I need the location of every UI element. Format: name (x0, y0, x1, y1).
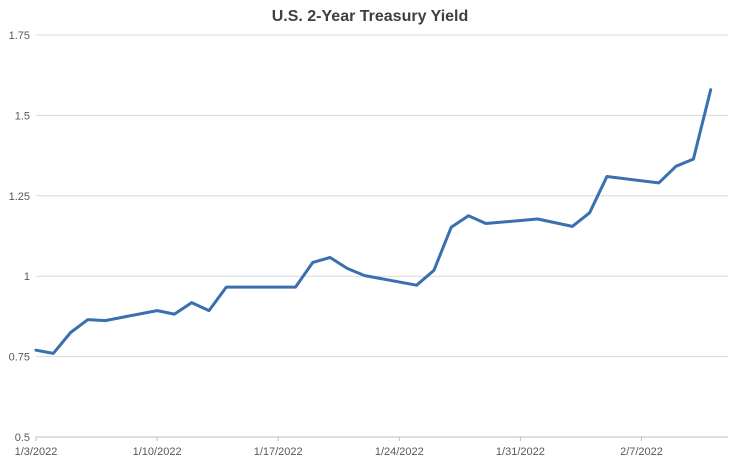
x-tick-label: 1/31/2022 (496, 446, 545, 458)
x-tick-label: 1/3/2022 (15, 446, 58, 458)
series-line (34, 88, 713, 355)
x-tick-label: 1/24/2022 (375, 446, 424, 458)
y-tick-label: 1.5 (15, 110, 30, 122)
y-tick-label: 1.25 (9, 191, 30, 203)
gridlines (36, 34, 728, 438)
x-tick-label: 1/10/2022 (133, 446, 182, 458)
x-tick-label: 2/7/2022 (620, 446, 663, 458)
series-layer (34, 88, 713, 355)
x-axis-ticks: 1/3/2022 1/10/2022 1/17/2022 1/24/2022 1/31/… (15, 437, 663, 458)
chart-title: U.S. 2-Year Treasury Yield (272, 8, 469, 25)
y-tick-label: 0.5 (15, 432, 30, 444)
x-tick-label: 1/17/2022 (254, 446, 303, 458)
y-axis-ticks: 0.5 0.75 1 1.25 1.5 1.75 (9, 30, 30, 444)
y-tick-label: 1 (24, 271, 30, 283)
y-tick-label: 1.75 (9, 30, 30, 42)
y-tick-label: 0.75 (9, 352, 30, 364)
